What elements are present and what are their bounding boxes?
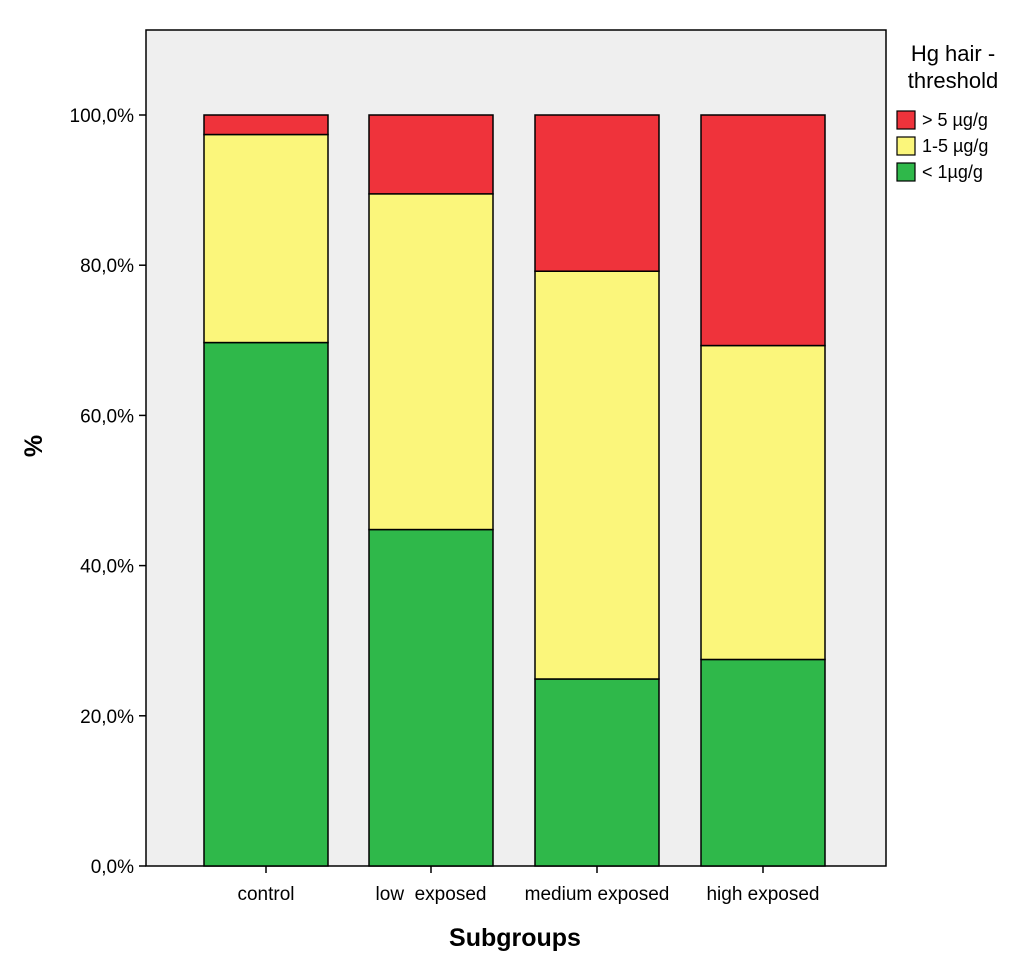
legend-swatch [896, 110, 916, 130]
bar-segment [203, 341, 329, 867]
y-tick-label: 40,0% [80, 557, 134, 578]
legend-label: > 5 µg/g [922, 110, 988, 130]
legend-title-line1: Hg hair - [911, 41, 995, 66]
x-tick-label: low exposed [376, 884, 487, 905]
x-tick-label: medium exposed [525, 884, 670, 905]
x-axis: control low exposed medium exposed high exp… [237, 866, 820, 905]
bar-segment [534, 678, 660, 867]
x-axis-title: Subgroups [449, 924, 581, 952]
y-tick-label: 0,0% [91, 857, 134, 878]
bars-layer [203, 114, 826, 867]
bar-segment [203, 133, 329, 344]
legend-swatch [896, 136, 916, 156]
bar-segment [368, 528, 494, 867]
bar-segment [534, 270, 660, 680]
x-tick-label: control [237, 884, 294, 905]
bar-segment [700, 114, 826, 347]
legend-swatch [896, 162, 916, 182]
bar-segment [534, 114, 660, 272]
y-axis: 0,0% 20,0% 40,0% 60,0% 80,0% 100,0% [70, 106, 146, 878]
legend-label: 1-5 µg/g [922, 136, 988, 156]
y-tick-label: 20,0% [80, 707, 134, 728]
x-tick-label: high exposed [706, 884, 819, 905]
bar-segment [700, 658, 826, 867]
y-tick-label: 100,0% [70, 106, 135, 127]
legend-entries: > 5 µg/g 1-5 µg/g < 1µg/g [896, 110, 988, 182]
bar-segment [203, 114, 329, 136]
y-tick-label: 60,0% [80, 406, 134, 427]
legend-label: < 1µg/g [922, 162, 983, 182]
y-axis-title: % [20, 435, 48, 457]
y-tick-label: 80,0% [80, 256, 134, 277]
legend: Hg hair - threshold > 5 µg/g 1-5 µg/g < 1µ… [896, 41, 999, 182]
bar-segment [368, 114, 494, 195]
bar-segment [368, 193, 494, 531]
legend-title-line2: threshold [908, 68, 999, 93]
bar-segment [700, 344, 826, 661]
